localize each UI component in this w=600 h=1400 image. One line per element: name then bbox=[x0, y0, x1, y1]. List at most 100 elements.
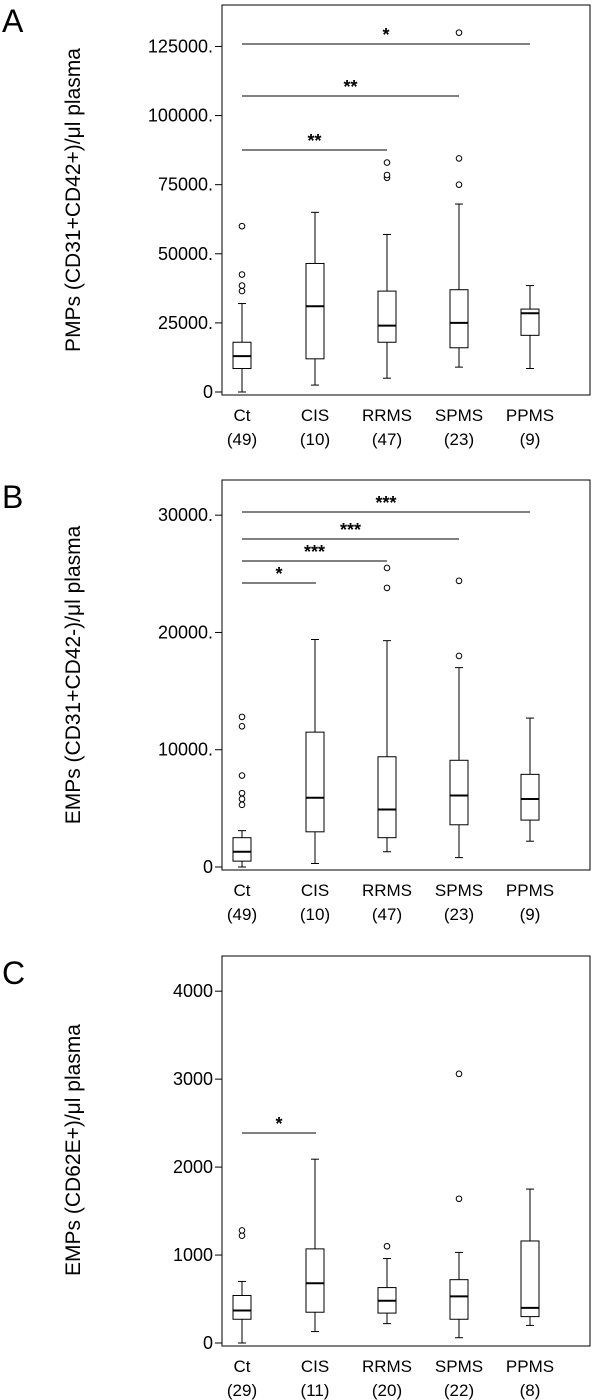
group-count-label: (10) bbox=[300, 430, 330, 449]
outlier-point bbox=[383, 171, 391, 179]
y-tick-label: 0 bbox=[203, 382, 213, 402]
x-tick-label: Ct bbox=[234, 1357, 251, 1376]
outlier-point bbox=[455, 1070, 463, 1078]
panel-label: C bbox=[2, 955, 25, 991]
box-ppms bbox=[520, 1188, 540, 1326]
outlier-point bbox=[238, 722, 246, 730]
box-cis bbox=[305, 1158, 325, 1333]
iqr-box bbox=[305, 731, 325, 833]
iqr-box bbox=[377, 756, 397, 839]
significance-label: * bbox=[275, 1114, 282, 1134]
significance-label: * bbox=[275, 564, 282, 584]
significance-label: * bbox=[382, 25, 389, 45]
outlier-point bbox=[383, 159, 391, 166]
group-count-label: (20) bbox=[372, 1381, 402, 1400]
y-tick-label: 50000. bbox=[158, 244, 213, 264]
box-spms bbox=[449, 29, 469, 368]
panel-b: B EMPs (CD31+CD42-)/μl plasma 0 10000. 20000… bbox=[2, 479, 591, 924]
group-count-label: (49) bbox=[227, 905, 257, 924]
group-count-label: (23) bbox=[444, 905, 474, 924]
y-tick-label: 2000 bbox=[173, 1157, 213, 1177]
y-tick-label: 0 bbox=[203, 1333, 213, 1353]
x-tick-label: SPMS bbox=[435, 1357, 483, 1376]
y-tick-label: 4000 bbox=[173, 981, 213, 1001]
plot-frame bbox=[221, 955, 591, 1347]
x-tick-label: RRMS bbox=[362, 1357, 412, 1376]
y-axis-label: EMPs (CD31+CD42-)/μl plasma bbox=[62, 525, 85, 824]
y-tick-label: 125000. bbox=[148, 36, 213, 56]
group-count-label: (11) bbox=[301, 1381, 330, 1400]
box-rrms bbox=[377, 1242, 397, 1325]
iqr-box bbox=[232, 1295, 252, 1320]
panel-c: C EMPs (CD62E+)/μl plasma 0 1000 2000 3000 400… bbox=[2, 955, 591, 1400]
significance-label: ** bbox=[343, 77, 357, 97]
x-tick-label: CIS bbox=[301, 881, 329, 900]
group-count-label: (22) bbox=[444, 1381, 474, 1400]
outlier-point bbox=[455, 577, 463, 585]
y-tick-label: 20000. bbox=[158, 622, 213, 642]
group-count-label: (10) bbox=[300, 905, 330, 924]
x-tick-label: Ct bbox=[234, 881, 251, 900]
group-count-label: (9) bbox=[520, 905, 541, 924]
plot-frame bbox=[221, 479, 591, 871]
y-tick-label: 75000. bbox=[158, 175, 213, 195]
outlier-point bbox=[455, 1195, 463, 1203]
box-spms bbox=[449, 1070, 469, 1339]
outlier-point bbox=[238, 713, 246, 721]
outlier-point bbox=[238, 271, 246, 278]
iqr-box bbox=[449, 1279, 469, 1320]
outlier-point bbox=[238, 801, 246, 809]
iqr-box bbox=[449, 759, 469, 826]
iqr-box bbox=[305, 262, 325, 360]
y-axis-label: PMPs (CD31+CD42+)/μl plasma bbox=[62, 48, 85, 352]
box-ct bbox=[232, 222, 252, 393]
outlier-point bbox=[238, 282, 246, 289]
outlier-point bbox=[238, 222, 246, 230]
y-tick-label: 10000. bbox=[158, 740, 213, 760]
x-tick-label: RRMS bbox=[362, 406, 412, 425]
y-tick-label: 30000. bbox=[158, 505, 213, 525]
outlier-point bbox=[383, 1242, 391, 1250]
y-tick-label: 25000. bbox=[158, 313, 213, 333]
significance-label: *** bbox=[304, 542, 325, 562]
outlier-point bbox=[455, 181, 463, 188]
group-count-label: (23) bbox=[444, 430, 474, 449]
y-axis-label: EMPs (CD62E+)/μl plasma bbox=[62, 1024, 85, 1276]
panel-label: B bbox=[2, 479, 23, 515]
panel-a: A PMPs (CD31+CD42+)/μl plasma 0 25000. 50000… bbox=[2, 3, 591, 449]
group-count-label: (9) bbox=[520, 430, 541, 449]
x-tick-label: CIS bbox=[301, 1357, 329, 1376]
outlier-point bbox=[238, 789, 246, 797]
group-count-label: (47) bbox=[372, 430, 402, 449]
box-ppms bbox=[520, 717, 540, 842]
group-count-label: (49) bbox=[227, 430, 257, 449]
iqr-box bbox=[232, 837, 252, 862]
iqr-box bbox=[449, 289, 469, 349]
outlier-point bbox=[383, 584, 391, 592]
y-tick-label: 1000 bbox=[173, 1245, 213, 1265]
significance-label: *** bbox=[375, 493, 396, 513]
iqr-box bbox=[520, 1240, 540, 1318]
box-ct bbox=[232, 713, 252, 868]
x-tick-label: CIS bbox=[301, 406, 329, 425]
box-cis bbox=[305, 211, 325, 386]
box-rrms bbox=[377, 564, 397, 853]
box-rrms bbox=[377, 159, 397, 379]
x-tick-label: SPMS bbox=[435, 406, 483, 425]
outlier-point bbox=[238, 1227, 246, 1234]
box-spms bbox=[449, 577, 469, 859]
outlier-point bbox=[238, 287, 246, 295]
box-ct bbox=[232, 1227, 252, 1344]
plot-frame bbox=[221, 4, 591, 396]
significance-label: *** bbox=[340, 520, 361, 540]
outlier-point bbox=[455, 652, 463, 660]
outlier-point bbox=[383, 564, 391, 572]
x-tick-label: RRMS bbox=[362, 881, 412, 900]
x-tick-label: SPMS bbox=[435, 881, 483, 900]
panel-label: A bbox=[2, 3, 24, 39]
group-count-label: (8) bbox=[520, 1381, 541, 1400]
outlier-point bbox=[455, 155, 463, 162]
x-tick-label: Ct bbox=[234, 406, 251, 425]
y-tick-label: 0 bbox=[203, 857, 213, 877]
